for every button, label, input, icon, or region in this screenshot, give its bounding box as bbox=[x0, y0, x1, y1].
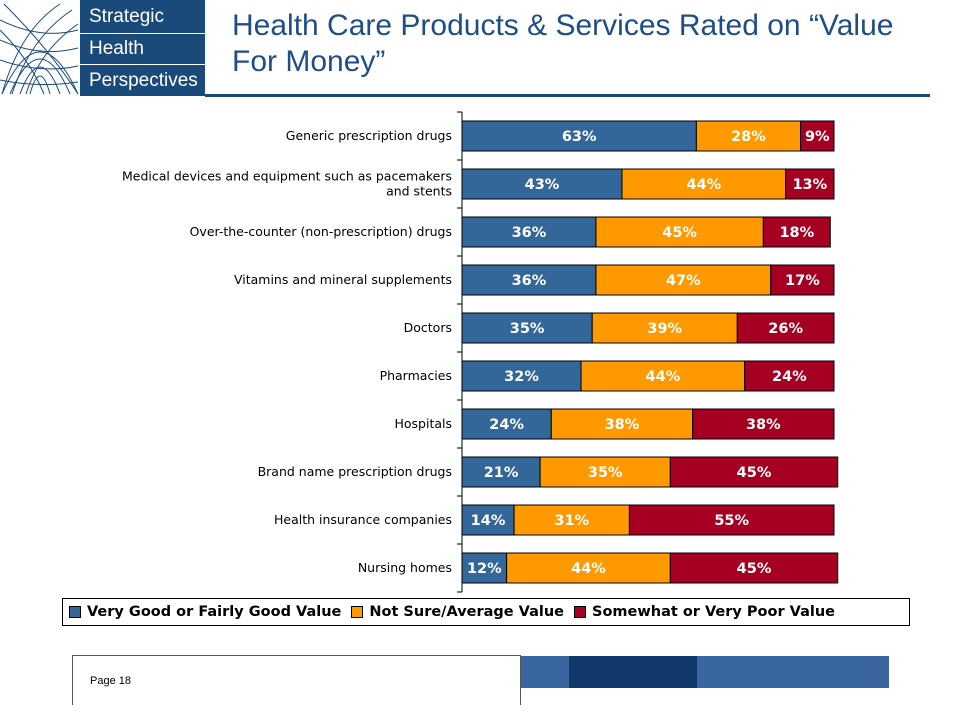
bar-value-label: 63% bbox=[562, 129, 597, 145]
footer-color-block bbox=[521, 656, 569, 688]
bar-value-label: 13% bbox=[792, 177, 827, 193]
bar-value-label: 24% bbox=[489, 417, 524, 433]
bar-value-label: 44% bbox=[571, 561, 606, 577]
category-label: Health insurance companies bbox=[274, 512, 452, 527]
category-label: Hospitals bbox=[394, 416, 452, 431]
bar-segment bbox=[736, 312, 835, 344]
logo-word-health: Health bbox=[89, 38, 144, 59]
category-label: Vitamins and mineral supplements bbox=[234, 272, 452, 287]
bar-segment bbox=[550, 408, 694, 440]
bar-value-label: 44% bbox=[686, 177, 721, 193]
bar-segment bbox=[461, 312, 593, 344]
bar-value-label: 21% bbox=[484, 465, 519, 481]
bar-value-label: 35% bbox=[588, 465, 623, 481]
bar-segment bbox=[695, 120, 802, 152]
bar-value-label: 39% bbox=[647, 321, 682, 337]
legend-label: Somewhat or Very Poor Value bbox=[592, 604, 836, 620]
footer-line bbox=[520, 655, 521, 705]
bar-segment bbox=[539, 456, 671, 488]
stacked-bar-chart: Generic prescription drugs 63% 28% 9% Medica… bbox=[122, 111, 839, 593]
category-label: Nursing homes bbox=[358, 560, 452, 575]
bar-segment bbox=[744, 360, 835, 392]
globe-logo-icon bbox=[0, 0, 80, 96]
bar-segment bbox=[628, 504, 835, 536]
logo-wordmark: Strategic Health Perspectives bbox=[80, 0, 205, 96]
bar-value-label: 14% bbox=[471, 513, 506, 529]
footer-line bbox=[72, 655, 520, 656]
bar-segment bbox=[762, 216, 831, 248]
category-label: Over-the-counter (non-prescription) drug… bbox=[190, 224, 452, 239]
bar-value-label: 35% bbox=[510, 321, 545, 337]
bar-value-label: 45% bbox=[737, 561, 772, 577]
legend-swatch bbox=[351, 606, 364, 618]
legend-swatch bbox=[574, 606, 587, 618]
logo-word-strategic: Strategic bbox=[89, 6, 164, 27]
footer-line bbox=[72, 655, 73, 705]
bar-value-label: 31% bbox=[554, 513, 589, 529]
legend-item: Not Sure/Average Value bbox=[351, 604, 564, 620]
legend-swatch bbox=[69, 606, 81, 618]
bar-value-label: 43% bbox=[525, 177, 560, 193]
bar-segment bbox=[461, 360, 582, 392]
bar-segment bbox=[595, 264, 772, 296]
bar-segment bbox=[461, 264, 597, 296]
bar-segment bbox=[621, 168, 787, 200]
footer-color-block bbox=[569, 656, 697, 688]
bar-segment bbox=[800, 120, 835, 152]
category-label: Brand name prescription drugs bbox=[258, 464, 452, 479]
bar-value-label: 36% bbox=[512, 273, 547, 289]
bar-value-label: 44% bbox=[646, 369, 681, 385]
bar-segment bbox=[513, 504, 630, 536]
bar-value-label: 9% bbox=[805, 129, 830, 145]
chart-legend: Very Good or Fairly Good Value Not Sure/A… bbox=[62, 598, 910, 626]
bar-segment bbox=[461, 552, 508, 584]
legend-item: Very Good or Fairly Good Value bbox=[69, 604, 341, 620]
bar-segment bbox=[461, 504, 515, 536]
logo-divider bbox=[80, 33, 205, 34]
legend-label: Very Good or Fairly Good Value bbox=[87, 604, 342, 620]
bar-value-label: 12% bbox=[467, 561, 502, 577]
bar-value-label: 55% bbox=[714, 513, 749, 529]
bar-segment bbox=[770, 264, 835, 296]
bar-value-label: 38% bbox=[605, 417, 640, 433]
bar-value-label: 24% bbox=[772, 369, 807, 385]
slide-title: Health Care Products & Services Rated on… bbox=[232, 9, 894, 78]
header-rule bbox=[205, 94, 930, 97]
bar-segment bbox=[580, 360, 746, 392]
legend-item: Somewhat or Very Poor Value bbox=[574, 604, 835, 620]
bar-value-label: 17% bbox=[785, 273, 820, 289]
bar-value-label: 28% bbox=[731, 129, 766, 145]
footer-color-block bbox=[697, 656, 889, 688]
category-label: Medical devices and equipment such as pa… bbox=[122, 169, 452, 184]
legend-label: Not Sure/Average Value bbox=[369, 604, 565, 620]
bar-segment bbox=[669, 456, 839, 488]
page-number: Page 18 bbox=[90, 675, 131, 687]
bar-value-label: 36% bbox=[512, 225, 547, 241]
bar-value-label: 26% bbox=[768, 321, 803, 337]
bar-segment bbox=[461, 408, 552, 440]
category-label: Pharmacies bbox=[380, 368, 452, 383]
category-label: and stents bbox=[386, 184, 452, 199]
bar-segment bbox=[591, 312, 738, 344]
bar-value-label: 18% bbox=[779, 225, 814, 241]
logo-word-perspectives: Perspectives bbox=[89, 70, 198, 91]
bar-value-label: 38% bbox=[746, 417, 781, 433]
bar-segment bbox=[595, 216, 764, 248]
bar-segment bbox=[785, 168, 835, 200]
bar-segment bbox=[461, 216, 597, 248]
bar-value-label: 32% bbox=[504, 369, 539, 385]
category-label: Doctors bbox=[404, 320, 452, 335]
bar-value-label: 47% bbox=[666, 273, 701, 289]
bar-segment bbox=[669, 552, 839, 584]
bar-segment bbox=[461, 168, 623, 200]
bar-segment bbox=[692, 408, 835, 440]
bar-value-label: 45% bbox=[662, 225, 697, 241]
logo-divider bbox=[80, 64, 205, 65]
category-label: Generic prescription drugs bbox=[286, 128, 452, 143]
bar-value-label: 45% bbox=[737, 465, 772, 481]
